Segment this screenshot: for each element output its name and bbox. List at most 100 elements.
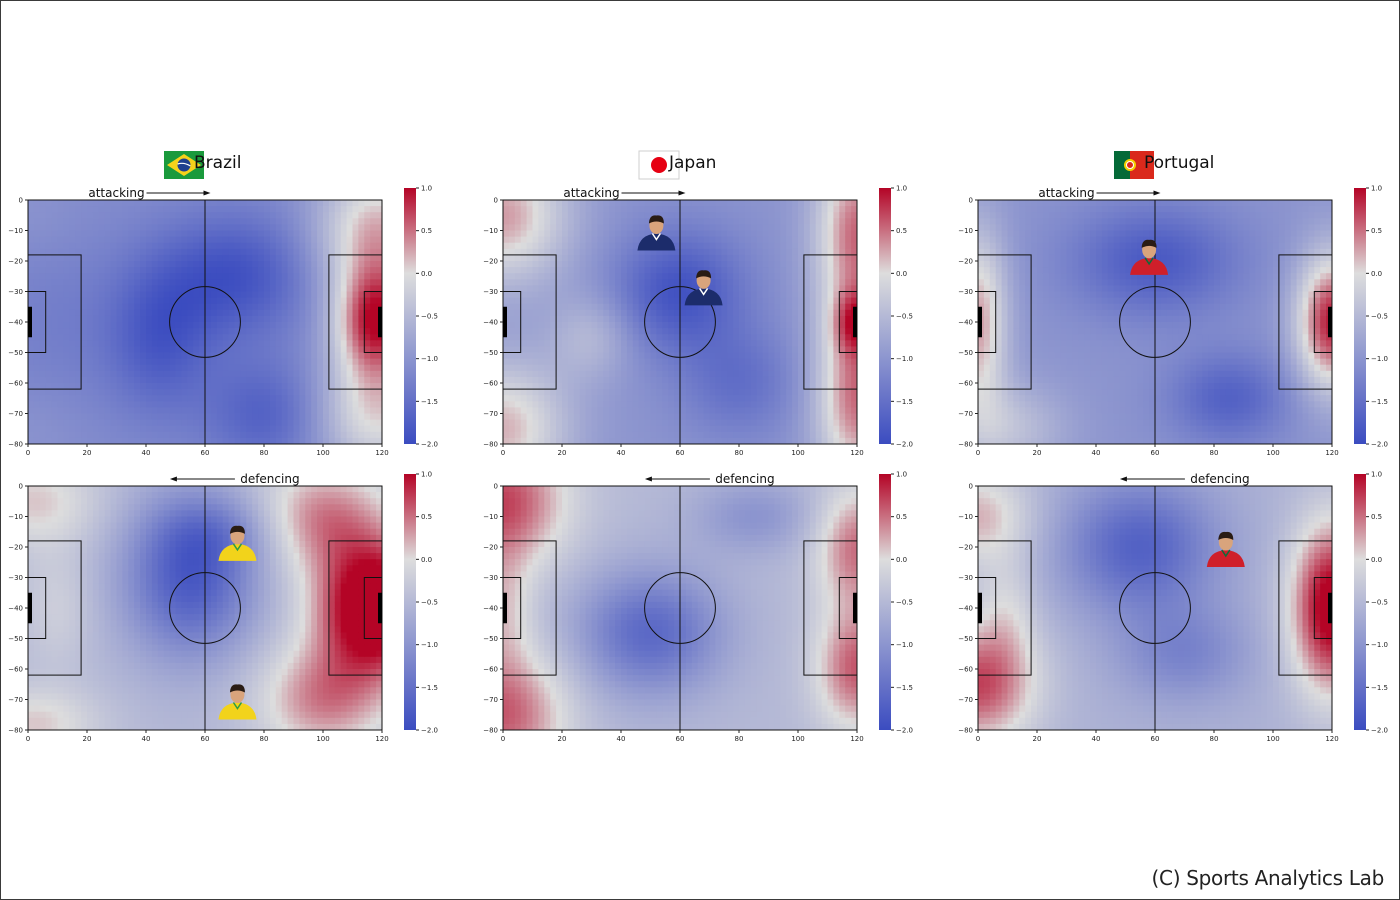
heat-cell bbox=[762, 389, 770, 396]
heat-cell bbox=[151, 242, 159, 250]
heat-cell bbox=[792, 358, 799, 366]
heat-cell bbox=[264, 370, 271, 378]
heat-cell bbox=[697, 212, 705, 219]
heat-cell bbox=[821, 254, 829, 262]
heat-cell bbox=[258, 267, 265, 274]
heat-cell bbox=[733, 242, 740, 250]
heat-cell bbox=[703, 315, 711, 323]
y-tick-label: −50 bbox=[8, 349, 23, 357]
heat-cell bbox=[293, 364, 300, 372]
heat-cell bbox=[739, 303, 746, 311]
heat-cell bbox=[668, 212, 675, 219]
heat-cell bbox=[756, 322, 764, 329]
heat-cell bbox=[370, 285, 377, 293]
heat-cell bbox=[376, 248, 382, 256]
heat-cell bbox=[358, 236, 365, 244]
heat-cell bbox=[264, 352, 271, 360]
heat-cell bbox=[833, 334, 840, 341]
heat-cell bbox=[680, 279, 687, 286]
heat-cell bbox=[544, 261, 551, 268]
heat-cell bbox=[514, 303, 522, 311]
heat-cell bbox=[744, 346, 752, 354]
heat-cell bbox=[585, 401, 593, 408]
heat-cell bbox=[532, 389, 539, 396]
heat-cell bbox=[744, 407, 752, 415]
heat-cell bbox=[650, 273, 657, 280]
heat-cell bbox=[703, 236, 711, 244]
heat-cell bbox=[638, 370, 646, 378]
heat-cell bbox=[169, 200, 177, 207]
heat-cell bbox=[503, 334, 510, 341]
heat-cell bbox=[733, 334, 740, 341]
heat-cell bbox=[514, 358, 522, 366]
heat-cell bbox=[733, 206, 740, 213]
heat-cell bbox=[246, 358, 253, 366]
heat-cell bbox=[526, 407, 534, 415]
heat-cell bbox=[39, 383, 47, 390]
heat-cell bbox=[110, 340, 118, 347]
heat-cell bbox=[520, 395, 528, 402]
heat-cell bbox=[508, 242, 516, 250]
heat-cell bbox=[305, 218, 312, 225]
heat-cell bbox=[140, 401, 147, 408]
heat-cell bbox=[685, 218, 693, 225]
heat-cell bbox=[199, 285, 206, 293]
heat-cell bbox=[75, 425, 82, 433]
heat-cell bbox=[597, 315, 604, 323]
heat-cell bbox=[621, 322, 628, 329]
heat-cell bbox=[833, 364, 840, 372]
heat-cell bbox=[228, 291, 236, 299]
heat-cell bbox=[346, 431, 354, 439]
heat-cell bbox=[703, 425, 711, 433]
heat-cell bbox=[556, 419, 563, 427]
heat-cell bbox=[246, 303, 253, 311]
heat-cell bbox=[632, 340, 640, 347]
heat-cell bbox=[603, 346, 610, 354]
heat-cell bbox=[644, 376, 652, 384]
heat-cell bbox=[721, 206, 728, 213]
heat-cell bbox=[815, 340, 823, 347]
heat-cell bbox=[680, 309, 687, 317]
heat-cell bbox=[134, 218, 141, 225]
heat-cell bbox=[275, 273, 283, 280]
heat-cell bbox=[63, 322, 70, 329]
heat-cell bbox=[210, 364, 218, 372]
heat-cell bbox=[550, 389, 557, 396]
heat-cell bbox=[334, 291, 342, 299]
heat-cell bbox=[786, 200, 793, 207]
heat-cell bbox=[181, 224, 188, 232]
heat-cell bbox=[116, 328, 123, 335]
heat-cell bbox=[364, 279, 371, 286]
heat-cell bbox=[252, 285, 259, 293]
heat-cell bbox=[234, 224, 241, 232]
heat-cell bbox=[691, 437, 699, 444]
heat-cell bbox=[69, 407, 76, 415]
heat-cell bbox=[532, 395, 539, 402]
heat-cell bbox=[33, 315, 41, 323]
heat-cell bbox=[845, 315, 852, 323]
heat-cell bbox=[69, 242, 76, 250]
heat-cell bbox=[346, 322, 354, 329]
heat-cell bbox=[305, 340, 312, 347]
heat-cell bbox=[169, 236, 177, 244]
heat-cell bbox=[57, 309, 64, 317]
heat-cell bbox=[621, 261, 628, 268]
heat-cell bbox=[733, 315, 740, 323]
heat-cell bbox=[532, 224, 539, 232]
heat-cell bbox=[744, 315, 752, 323]
heat-cell bbox=[803, 206, 811, 213]
heat-cell bbox=[352, 273, 359, 280]
heat-cell bbox=[252, 309, 259, 317]
heat-cell bbox=[768, 395, 775, 402]
heat-cell bbox=[538, 248, 545, 256]
heat-cell bbox=[621, 291, 628, 299]
heat-cell bbox=[821, 279, 829, 286]
heat-cell bbox=[210, 315, 218, 323]
heat-cell bbox=[328, 346, 336, 354]
heat-cell bbox=[346, 352, 354, 360]
heat-cell bbox=[317, 200, 324, 207]
heat-cell bbox=[573, 370, 581, 378]
heat-cell bbox=[768, 419, 775, 427]
heat-cell bbox=[334, 334, 342, 341]
heat-cell bbox=[323, 334, 330, 341]
